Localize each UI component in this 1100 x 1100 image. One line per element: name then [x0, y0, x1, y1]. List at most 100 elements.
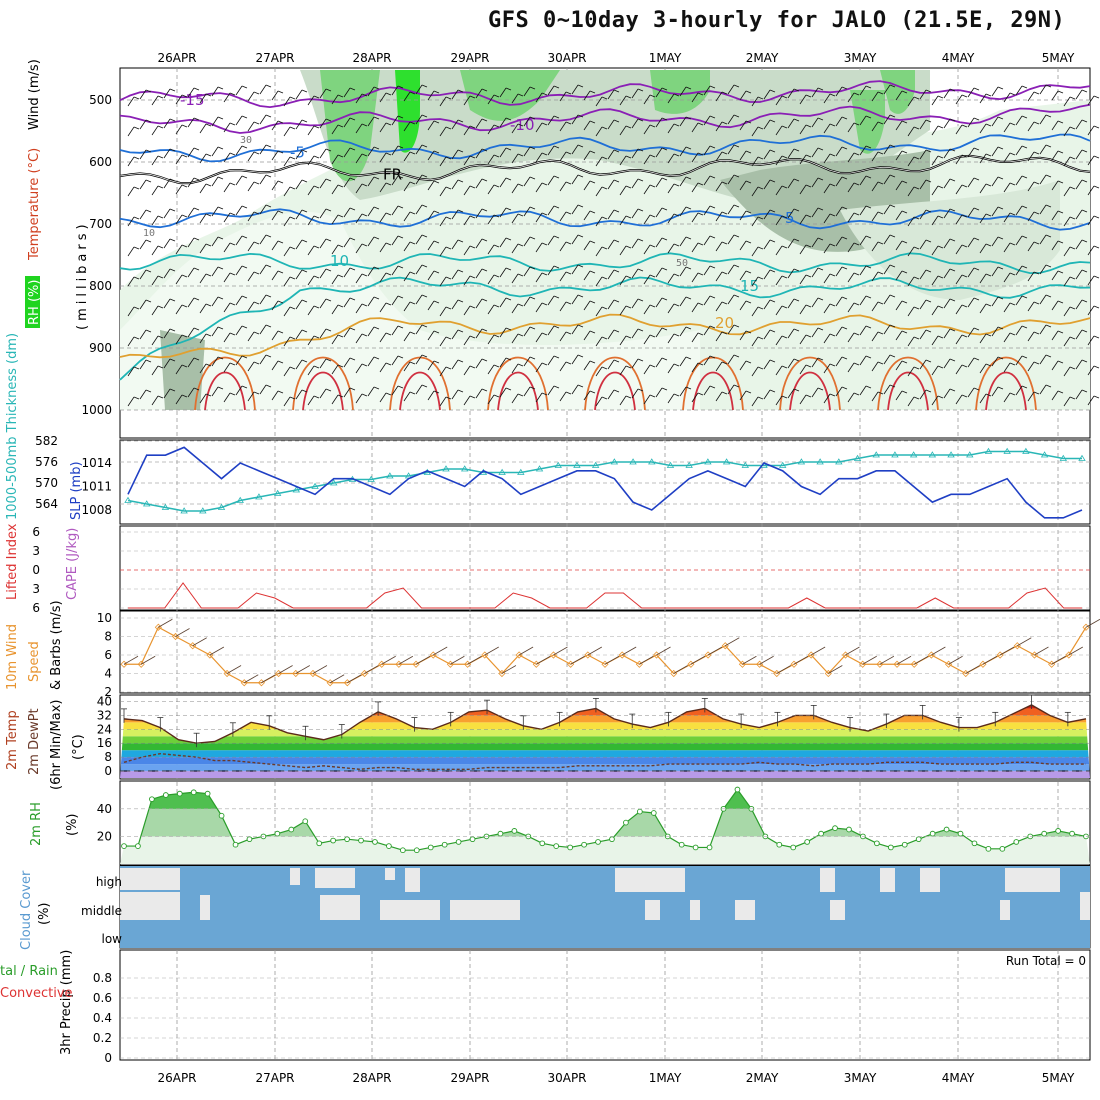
wind-barb [1075, 149, 1083, 160]
wind-barb-flag [745, 210, 752, 214]
date-label-top: 28APR [352, 51, 391, 65]
wind-barb [1087, 185, 1095, 196]
wind-barb [1039, 354, 1047, 365]
rh2m-marker [441, 841, 448, 848]
wind-barb [631, 298, 639, 309]
thickness-marker [386, 472, 394, 479]
wind-barb [127, 306, 135, 317]
wind-barb [283, 366, 291, 377]
rh-shade-bright [395, 70, 420, 153]
wind-barb [643, 154, 651, 165]
temp-band [120, 722, 1090, 730]
wind-barb-flag [517, 363, 524, 367]
wind-barb-flag [925, 359, 932, 363]
wind-barb-flag [937, 155, 944, 159]
wind-barb [655, 87, 663, 98]
wind-barb [943, 328, 951, 339]
wind-barb [391, 115, 399, 126]
wind-barb-flag [877, 361, 884, 365]
wind-barb [547, 205, 555, 216]
wind-barb [175, 124, 183, 135]
wind-barb [511, 213, 519, 224]
wind-barb-flag [805, 364, 812, 368]
wind-speed-marker [378, 660, 386, 668]
thickness-marker [573, 461, 581, 468]
wind-barb [595, 156, 603, 167]
wind-barb-flag [145, 119, 152, 123]
wind-barb-flag [709, 205, 716, 209]
wind-barb [235, 355, 243, 366]
wind-barb-flag [265, 354, 272, 358]
wind-barb-flag [373, 356, 380, 360]
wind-barb-flag [853, 212, 860, 216]
wind-barb [583, 300, 591, 311]
wind-barb-flag [205, 183, 212, 187]
wind-barb [235, 145, 243, 156]
wind-barb [691, 332, 699, 343]
wind-barb [643, 394, 651, 405]
wind-barb [1039, 234, 1047, 245]
wind-barb [475, 298, 483, 309]
wind-barb-flag [253, 211, 260, 215]
wind-speed-marker [635, 660, 643, 668]
wind-barb-flag [553, 295, 560, 299]
wind-barb-flag [361, 183, 368, 187]
wind-barb-flag [253, 361, 260, 365]
wind-barb [307, 125, 315, 136]
wind-barb-flag [481, 118, 488, 122]
wind-barb-flag [1021, 145, 1028, 149]
wind-barb [739, 120, 747, 131]
wind-barb-flag [541, 272, 548, 276]
wind-barb [451, 119, 459, 130]
thickness-marker [984, 447, 993, 454]
wind-barb-flag [1093, 365, 1100, 369]
wind-barb [811, 267, 819, 278]
wind-barb [823, 183, 831, 194]
thickness-marker [685, 461, 693, 468]
wind-barb [595, 336, 603, 347]
cloud-gap [920, 868, 940, 892]
wind-barb-flag [253, 121, 260, 125]
wind-barb [727, 294, 735, 305]
lifted-index-axis-label: Lifted Index [5, 523, 20, 600]
wind-barb [235, 235, 243, 246]
thickness-marker [835, 458, 843, 465]
thickness-marker [273, 489, 282, 496]
wind-barb [487, 214, 495, 225]
wind-barb-flag [697, 242, 704, 246]
wind-barb-flag [1069, 336, 1076, 340]
wind-speed-marker [292, 669, 300, 678]
wind-barb-flag [889, 234, 896, 238]
wind-barb [787, 358, 795, 369]
wind-barb-flag [1057, 180, 1064, 184]
wind-barb-flag [421, 84, 428, 88]
wind-barb-flag [997, 386, 1004, 390]
wind-barb [595, 246, 603, 257]
wind-barb-flag [193, 327, 200, 331]
wind-barb-flag [469, 245, 476, 249]
cloud-gap [645, 900, 660, 920]
wind-barb-flag [505, 387, 512, 391]
wind-barb [1039, 114, 1047, 125]
rh2m-marker [274, 830, 281, 837]
wind-barb [415, 354, 423, 365]
wind-barb-10m [226, 665, 242, 674]
wind-barb [511, 363, 519, 374]
wind-speed-marker [687, 660, 695, 668]
wind-barb-flag [445, 336, 452, 340]
wind-barb [439, 396, 447, 407]
wind-barb-flag [877, 391, 884, 395]
wind-barb-flag [565, 241, 572, 245]
wind-barb-flag [997, 356, 1004, 360]
wind-barb [679, 206, 687, 217]
rh2m-marker [162, 792, 169, 798]
wind-barb [523, 176, 531, 187]
wind-barb-flag [853, 122, 860, 126]
wind-barb-flag [289, 126, 296, 130]
wind-barb [1039, 174, 1047, 185]
wind-barb-flag [1033, 391, 1040, 395]
millibars-label-group: (millibars) [75, 220, 90, 330]
wind-barb [223, 122, 231, 133]
wind-barb-flag [217, 266, 224, 270]
wind-barb-flag [445, 276, 452, 280]
